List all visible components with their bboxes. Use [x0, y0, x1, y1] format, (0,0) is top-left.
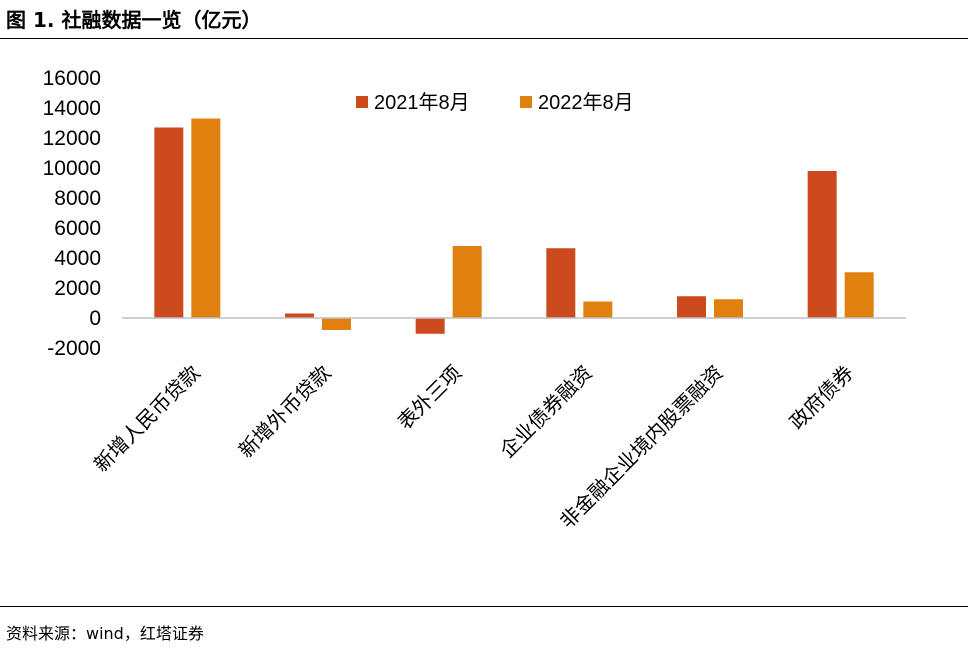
bars-group: [154, 118, 874, 334]
y-tick-label: 4000: [54, 247, 101, 270]
bar-2021: [285, 313, 314, 318]
bar-2021: [415, 318, 445, 334]
y-tick-label: 12000: [43, 127, 101, 150]
bar-2021: [677, 296, 706, 318]
y-tick-label: 6000: [54, 217, 101, 240]
bar-2022: [452, 246, 482, 318]
bar-2022: [583, 301, 613, 318]
bottom-rule: [0, 606, 968, 607]
y-tick-label: 16000: [43, 67, 101, 90]
y-tick-label: 14000: [43, 97, 101, 120]
category-label: 企业债券融资: [495, 361, 597, 463]
bar-2021: [546, 248, 576, 318]
figure-title: 图 1. 社融数据一览（亿元）: [6, 8, 262, 32]
bar-2021: [807, 171, 837, 318]
category-label: 表外三项: [393, 361, 467, 435]
category-label: 新增外币贷款: [234, 361, 336, 463]
y-tick-label: 0: [89, 307, 101, 330]
legend-label: 2021年8月: [374, 91, 470, 114]
bar-2022: [714, 299, 743, 318]
category-label: 新增人民币贷款: [89, 361, 205, 477]
legend-label: 2022年8月: [538, 91, 634, 114]
bar-2022: [191, 118, 221, 318]
y-tick-label: -2000: [47, 337, 101, 360]
legend: 2021年8月 2022年8月: [356, 91, 634, 114]
source-note: 资料来源：wind，红塔证券: [6, 624, 204, 643]
bar-2021: [154, 127, 184, 318]
legend-swatch-2022: [520, 96, 532, 108]
y-tick-label: 10000: [43, 157, 101, 180]
y-axis: -2000 0 2000 4000 6000 8000 10000 12000 14000 160…: [43, 67, 101, 360]
y-tick-label: 2000: [54, 277, 101, 300]
category-label: 政府债券: [785, 361, 859, 435]
bar-2022: [844, 272, 874, 318]
legend-swatch-2021: [356, 96, 368, 108]
bar-2022: [322, 318, 351, 330]
top-rule: [0, 38, 968, 39]
y-tick-label: 8000: [54, 187, 101, 210]
bar-chart: -2000 0 2000 4000 6000 8000 10000 12000 14000 160…: [43, 67, 906, 534]
